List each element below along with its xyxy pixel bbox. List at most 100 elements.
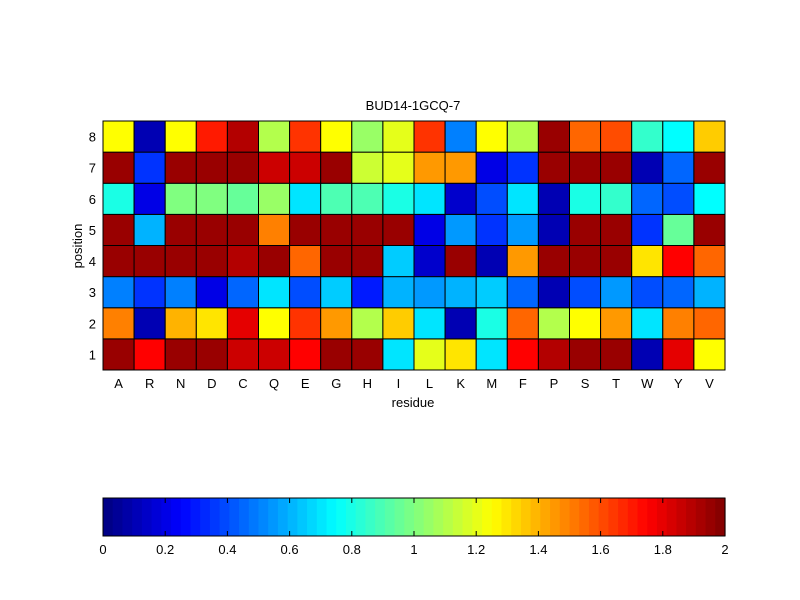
heatmap-cell-3-A bbox=[102, 276, 135, 309]
colorbar-bin bbox=[520, 498, 532, 536]
colorbar-bin bbox=[472, 498, 483, 536]
heatmap-cell-6-P bbox=[537, 182, 571, 215]
x-tick-label: M bbox=[486, 376, 497, 391]
y-tick-label: 8 bbox=[89, 130, 96, 145]
heatmap-cell-6-C bbox=[226, 182, 259, 215]
colorbar-bin bbox=[326, 498, 337, 536]
colorbar-bin bbox=[618, 498, 629, 536]
heatmap-cell-2-N bbox=[164, 307, 197, 340]
heatmap-cell-7-H bbox=[351, 151, 384, 184]
heatmap-cell-3-D bbox=[195, 276, 228, 309]
heatmap-cell-3-L bbox=[413, 276, 446, 309]
colorbar-bin bbox=[297, 498, 308, 536]
colorbar-bin bbox=[705, 498, 716, 536]
colorbar-bin bbox=[676, 498, 687, 536]
heatmap-cell-4-S bbox=[569, 245, 602, 278]
heatmap-cell-2-V bbox=[693, 307, 726, 340]
heatmap-cell-2-C bbox=[226, 307, 259, 340]
colorbar-tick-label: 0.8 bbox=[343, 542, 361, 557]
heatmap-cell-7-V bbox=[693, 151, 726, 184]
x-tick-label: E bbox=[301, 376, 310, 391]
colorbar-bin bbox=[559, 498, 571, 536]
heatmap-cell-4-K bbox=[444, 245, 477, 278]
colorbar-bin bbox=[540, 498, 551, 536]
colorbar-bin bbox=[112, 498, 124, 536]
heatmap-cell-5-S bbox=[569, 213, 602, 246]
heatmap-cell-5-T bbox=[600, 213, 633, 246]
heatmap-cell-5-Y bbox=[662, 213, 695, 246]
heatmap-cell-2-K bbox=[444, 307, 477, 340]
heatmap-cell-8-K bbox=[444, 120, 477, 153]
heatmap-cell-5-F bbox=[506, 213, 539, 246]
colorbar-bin bbox=[141, 498, 153, 536]
heatmap-cell-8-F bbox=[506, 120, 539, 153]
heatmap-cell-6-L bbox=[413, 182, 446, 215]
heatmap-cell-2-E bbox=[289, 307, 322, 340]
colorbar-bin bbox=[248, 498, 260, 536]
x-tick-label: R bbox=[145, 376, 154, 391]
heatmap-cell-5-C bbox=[226, 213, 259, 246]
x-tick-label: C bbox=[238, 376, 247, 391]
heatmap-cell-3-E bbox=[289, 276, 322, 309]
heatmap-cell-4-H bbox=[351, 245, 384, 278]
y-tick-label: 6 bbox=[89, 192, 96, 207]
colorbar-bin bbox=[365, 498, 376, 536]
colorbar-bin bbox=[637, 498, 648, 536]
heatmap-cell-5-P bbox=[537, 213, 571, 246]
heatmap-cell-3-V bbox=[693, 276, 726, 309]
heatmap-cell-3-P bbox=[537, 276, 571, 309]
heatmap-cell-1-I bbox=[382, 338, 415, 371]
colorbar-bin bbox=[511, 498, 522, 536]
heatmap-cell-6-R bbox=[133, 182, 166, 215]
heatmap-cell-5-N bbox=[164, 213, 197, 246]
heatmap-cell-3-K bbox=[444, 276, 477, 309]
colorbar-bin bbox=[443, 498, 454, 536]
heatmap-cell-4-D bbox=[195, 245, 228, 278]
colorbar-bin bbox=[132, 498, 143, 536]
y-tick-label: 2 bbox=[89, 316, 96, 331]
heatmap-cell-5-A bbox=[102, 213, 135, 246]
heatmap-cell-6-N bbox=[164, 182, 197, 215]
heatmap-cell-3-T bbox=[600, 276, 633, 309]
colorbar-tick-label: 1.6 bbox=[592, 542, 610, 557]
heatmap-cells bbox=[102, 120, 726, 371]
heatmap-cell-1-K bbox=[444, 338, 477, 371]
y-tick-label: 7 bbox=[89, 161, 96, 176]
x-tick-label: Q bbox=[269, 376, 279, 391]
heatmap-cell-8-D bbox=[195, 120, 228, 153]
colorbar-bin bbox=[414, 498, 425, 536]
heatmap-cell-8-C bbox=[226, 120, 259, 153]
x-tick-label: G bbox=[331, 376, 341, 391]
heatmap-cell-8-E bbox=[289, 120, 322, 153]
heatmap-cell-1-E bbox=[289, 338, 322, 371]
x-tick-label: D bbox=[207, 376, 216, 391]
colorbar-bin bbox=[579, 498, 590, 536]
x-tick-label: P bbox=[550, 376, 559, 391]
heatmap-cell-7-M bbox=[475, 151, 508, 184]
heatmap-cell-4-M bbox=[475, 245, 508, 278]
colorbar-bin bbox=[336, 498, 347, 536]
colorbar-bin bbox=[433, 498, 444, 536]
heatmap-cell-6-E bbox=[289, 182, 322, 215]
y-tick-label: 4 bbox=[89, 254, 96, 269]
heatmap-cell-7-G bbox=[320, 151, 353, 184]
heatmap-cell-3-R bbox=[133, 276, 166, 309]
heatmap-cell-1-Y bbox=[662, 338, 695, 371]
heatmap-cell-5-W bbox=[631, 213, 664, 246]
heatmap-cell-4-G bbox=[320, 245, 353, 278]
x-tick-label: W bbox=[641, 376, 654, 391]
heatmap-cell-7-A bbox=[102, 151, 135, 184]
heatmap-cell-2-P bbox=[537, 307, 571, 340]
heatmap-cell-7-W bbox=[631, 151, 664, 184]
heatmap-cell-7-L bbox=[413, 151, 446, 184]
heatmap-cell-1-H bbox=[351, 338, 384, 371]
colorbar-tick-label: 1.2 bbox=[467, 542, 485, 557]
heatmap-cell-6-Y bbox=[662, 182, 695, 215]
colorbar-bin bbox=[209, 498, 221, 536]
heatmap-cell-3-F bbox=[506, 276, 539, 309]
heatmap-cell-8-R bbox=[133, 120, 166, 153]
heatmap-cell-5-R bbox=[133, 213, 166, 246]
x-tick-label: A bbox=[114, 376, 123, 391]
colorbar-bin bbox=[394, 498, 405, 536]
